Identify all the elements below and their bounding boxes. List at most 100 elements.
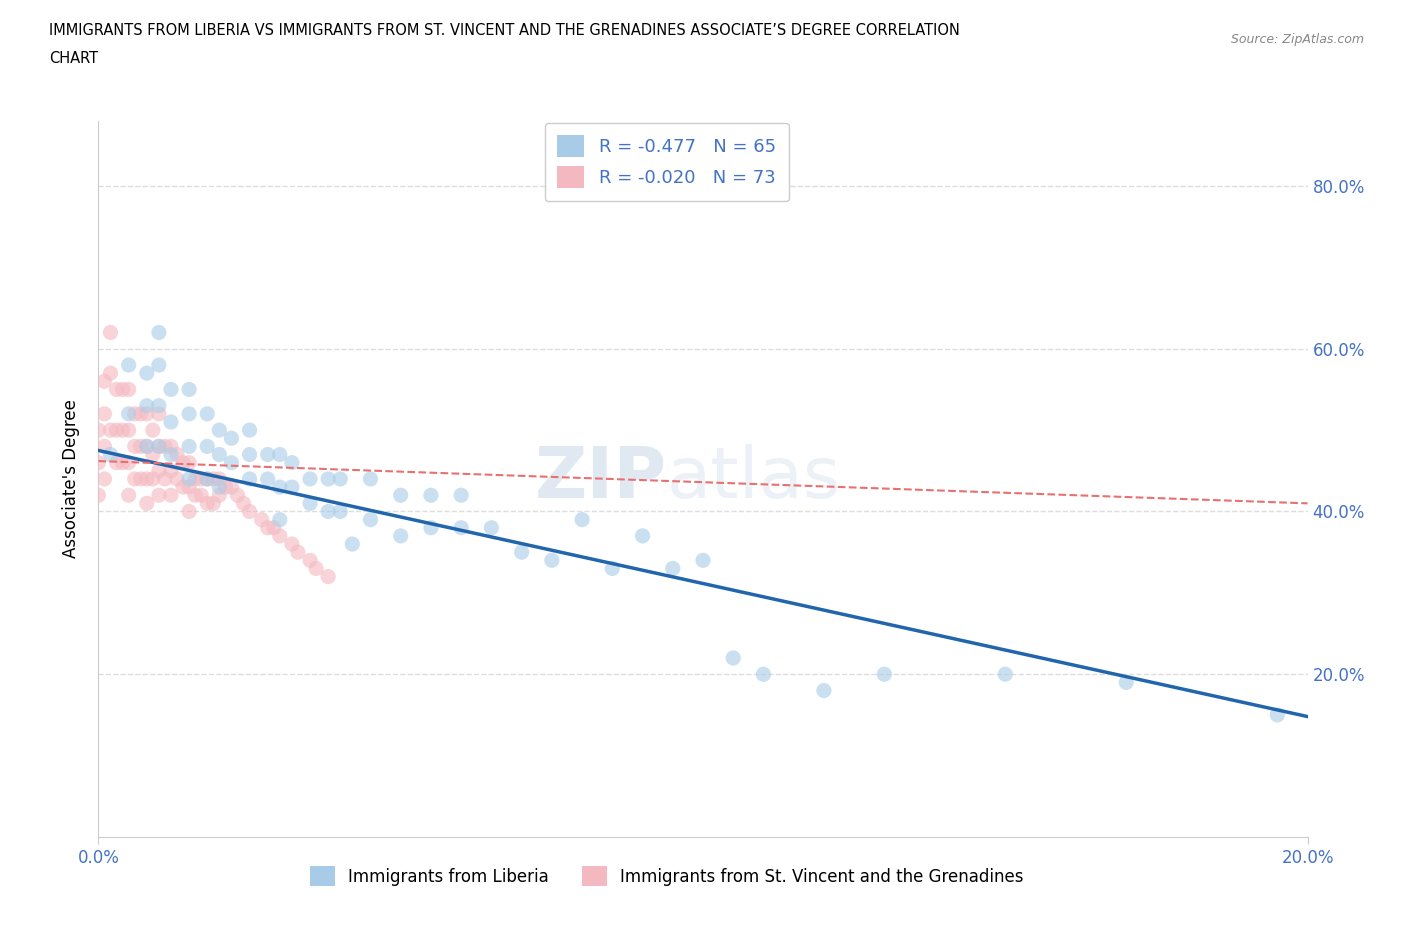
Point [129,439,152,454]
Point [571,512,593,527]
Point [100,326,122,340]
Point [208,480,231,495]
Point [226,487,249,502]
Point [420,521,443,536]
Point [269,480,291,495]
Point [153,439,176,454]
Point [160,382,183,397]
Point [135,398,157,413]
Point [111,382,134,397]
Point [160,415,183,430]
Point [148,463,170,478]
Point [135,406,157,421]
Point [540,552,562,567]
Point [100,447,122,462]
Point [105,455,128,470]
Point [195,496,218,511]
Point [316,472,339,486]
Point [118,406,141,421]
Text: ZIP: ZIP [534,445,666,513]
Point [208,422,231,438]
Point [256,472,278,486]
Point [631,528,654,543]
Point [153,472,176,486]
Point [481,521,503,536]
Point [389,487,412,502]
Point [221,431,243,445]
Point [329,504,352,519]
Point [118,487,141,502]
Point [129,472,152,486]
Point [389,528,412,543]
Point [172,455,194,470]
Point [269,528,291,543]
Point [87,487,110,502]
Point [360,512,382,527]
Point [752,667,775,682]
Point [93,472,115,486]
Point [692,552,714,567]
Point [148,406,170,421]
Point [87,455,110,470]
Point [299,472,322,486]
Point [100,365,122,380]
Point [184,472,207,486]
Point [166,472,188,486]
Point [202,472,225,486]
Point [148,487,170,502]
Point [93,439,115,454]
Point [142,422,165,438]
Point [305,561,328,576]
Point [239,422,262,438]
Point [263,521,285,536]
Point [269,447,291,462]
Point [1115,675,1137,690]
Point [256,447,278,462]
Point [281,455,304,470]
Point [148,398,170,413]
Point [256,521,278,536]
Point [239,447,262,462]
Point [250,512,273,527]
Point [281,480,304,495]
Point [118,455,141,470]
Point [994,667,1017,682]
Point [329,472,352,486]
Point [118,422,141,438]
Text: atlas: atlas [666,445,841,513]
Point [111,455,134,470]
Point [124,406,146,421]
Point [148,326,170,340]
Point [214,480,236,495]
Point [160,447,183,462]
Point [360,472,382,486]
Point [124,439,146,454]
Point [135,496,157,511]
Point [190,472,212,486]
Point [1267,708,1289,723]
Text: IMMIGRANTS FROM LIBERIA VS IMMIGRANTS FROM ST. VINCENT AND THE GRENADINES ASSOCI: IMMIGRANTS FROM LIBERIA VS IMMIGRANTS FR… [49,23,960,38]
Point [239,504,262,519]
Point [420,487,443,502]
Point [160,439,183,454]
Point [602,561,624,576]
Point [111,422,134,438]
Point [202,496,225,511]
Y-axis label: Associate's Degree: Associate's Degree [62,400,80,558]
Point [287,545,309,560]
Point [87,422,110,438]
Point [172,480,194,495]
Point [342,537,364,551]
Point [93,406,115,421]
Point [179,480,201,495]
Point [135,365,157,380]
Point [661,561,683,576]
Point [135,439,157,454]
Point [208,472,231,486]
Point [195,406,218,421]
Point [160,463,183,478]
Point [281,537,304,551]
Point [208,487,231,502]
Point [166,447,188,462]
Point [232,496,254,511]
